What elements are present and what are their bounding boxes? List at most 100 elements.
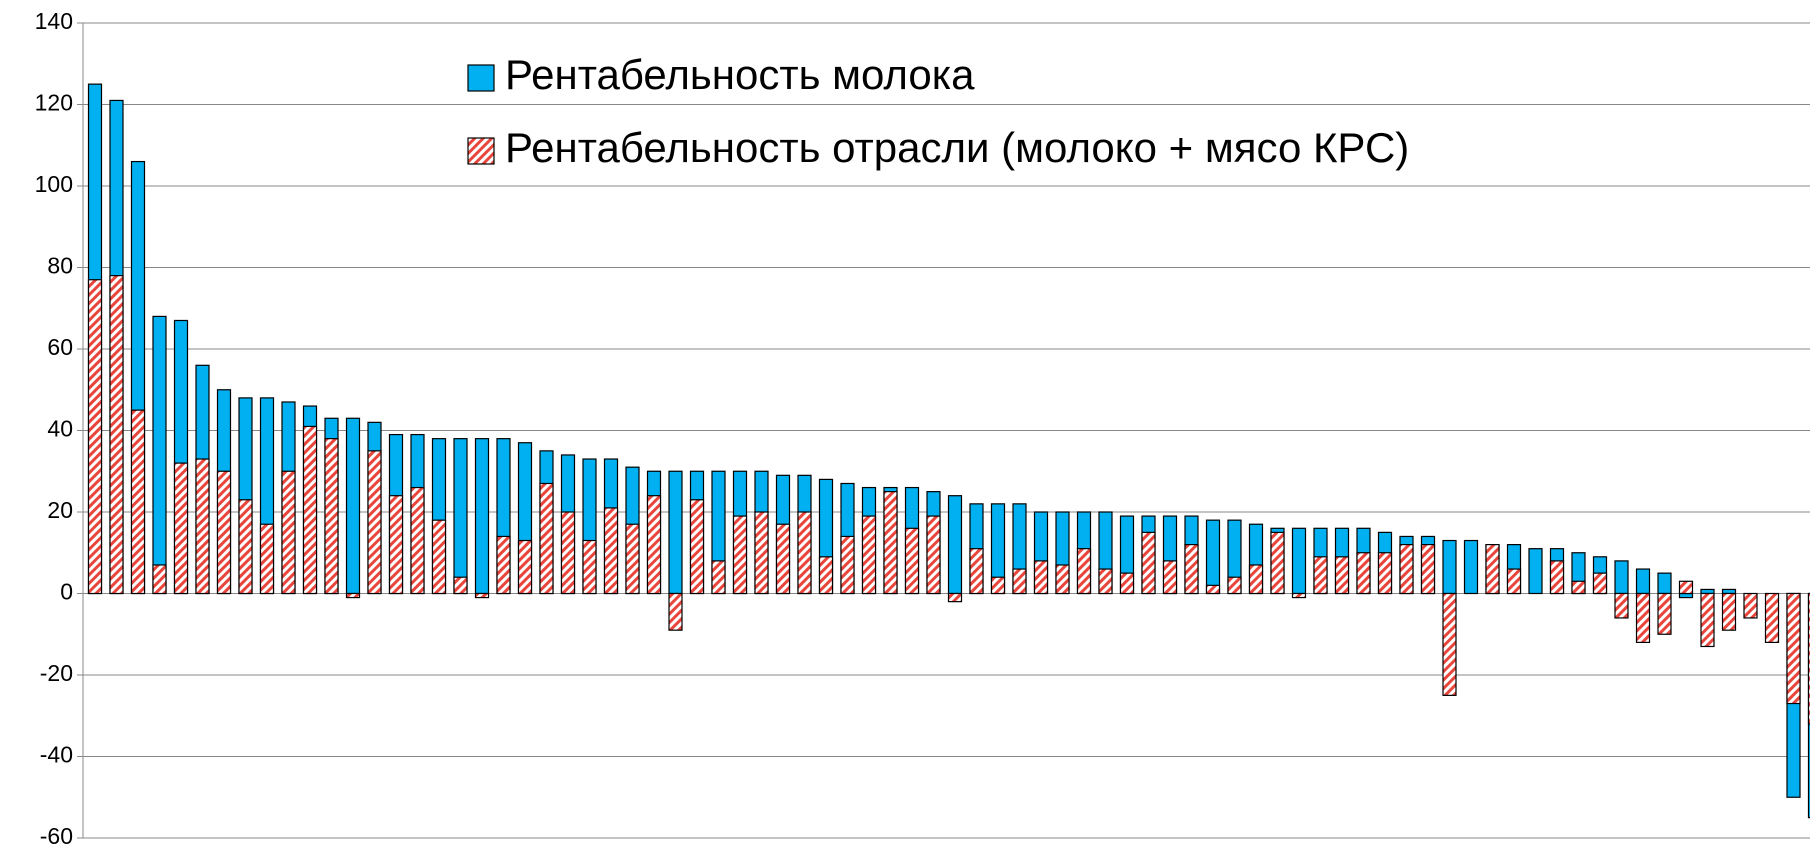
bar: [1764, 592, 1780, 644]
bar: [1571, 580, 1586, 595]
bar: [474, 592, 490, 599]
bar: [560, 511, 576, 595]
bar: [130, 409, 146, 595]
bar: [388, 495, 404, 595]
bar: [754, 511, 769, 595]
y-tick-label: 80: [47, 253, 73, 279]
bar: [1635, 568, 1651, 595]
bar: [904, 527, 920, 595]
legend-swatch: [467, 64, 495, 92]
bar: [1334, 556, 1350, 595]
bar: [87, 279, 103, 595]
bar: [281, 470, 296, 595]
bar: [603, 507, 619, 595]
bar: [732, 515, 748, 595]
bar: [474, 438, 490, 595]
bar: [259, 523, 275, 595]
bar: [861, 515, 877, 595]
bar: [668, 470, 683, 595]
bar: [582, 539, 597, 595]
bar: [1055, 564, 1070, 595]
bar: [1592, 572, 1608, 595]
bar: [797, 511, 812, 595]
bar: [1635, 592, 1651, 644]
y-tick-label: 60: [47, 334, 73, 360]
bar: [1012, 568, 1027, 595]
bar: [173, 462, 189, 595]
bar: [1076, 548, 1092, 595]
bar: [1291, 592, 1307, 599]
bar: [1098, 568, 1113, 595]
y-tick-label: 120: [35, 90, 73, 116]
bar: [1786, 592, 1801, 705]
bar: [324, 438, 339, 595]
bar: [1377, 552, 1393, 595]
bar: [1227, 576, 1242, 595]
bar: [1657, 592, 1672, 635]
bar: [1270, 531, 1285, 595]
bar: [818, 556, 834, 595]
bar: [646, 495, 662, 595]
bar: [668, 592, 683, 631]
bar: [1678, 580, 1694, 595]
bar: [1549, 560, 1565, 595]
bar: [1205, 584, 1221, 595]
bar: [431, 519, 447, 595]
y-tick-label: 140: [35, 8, 73, 34]
bar: [990, 576, 1006, 595]
bar: [1119, 572, 1135, 595]
bar: [1420, 543, 1436, 595]
bar: [302, 425, 318, 595]
bar: [1614, 592, 1629, 619]
bar: [1614, 560, 1629, 595]
bar: [711, 560, 726, 595]
bar: [1721, 588, 1737, 595]
bar: [1356, 552, 1371, 595]
legend-label: Рентабельность молока: [505, 51, 975, 98]
bar: [1700, 592, 1715, 648]
legend-swatch: [467, 137, 495, 165]
bar: [1399, 543, 1414, 595]
bar: [345, 592, 361, 599]
bar: [1162, 560, 1178, 595]
y-tick-label: 40: [47, 416, 73, 442]
bar: [1807, 592, 1810, 725]
bar: [926, 515, 941, 595]
bar: [625, 523, 640, 595]
bar: [1248, 564, 1264, 595]
bar: [1184, 543, 1199, 595]
bar: [1205, 519, 1221, 595]
bar: [969, 548, 984, 595]
bar: [1506, 568, 1522, 595]
bar: [1700, 588, 1715, 595]
y-tick-label: 100: [35, 171, 73, 197]
bar: [539, 482, 554, 595]
bar: [947, 495, 963, 595]
bar: [496, 535, 511, 595]
bar: [195, 458, 210, 595]
bar: [947, 592, 963, 603]
y-tick-label: 0: [60, 579, 73, 605]
bar: [883, 491, 898, 595]
bar: [152, 564, 167, 595]
bar: [1291, 527, 1307, 595]
bar: [152, 315, 167, 595]
bar: [1442, 592, 1457, 696]
bar: [1721, 592, 1737, 631]
bar: [517, 539, 533, 595]
bar: [1033, 560, 1049, 595]
y-tick-label: 20: [47, 497, 73, 523]
bar: [1141, 531, 1156, 595]
bar: [1743, 592, 1758, 619]
bar: [1528, 548, 1543, 595]
bar: [1657, 572, 1672, 595]
bar: [109, 275, 124, 595]
bar: [453, 576, 468, 595]
bar: [1442, 539, 1457, 595]
bar: [367, 450, 382, 595]
legend-label: Рентабельность отрасли (молоко + мясо КР…: [505, 124, 1409, 171]
bar: [453, 438, 468, 595]
bar: [238, 499, 253, 595]
bar: [216, 470, 232, 595]
